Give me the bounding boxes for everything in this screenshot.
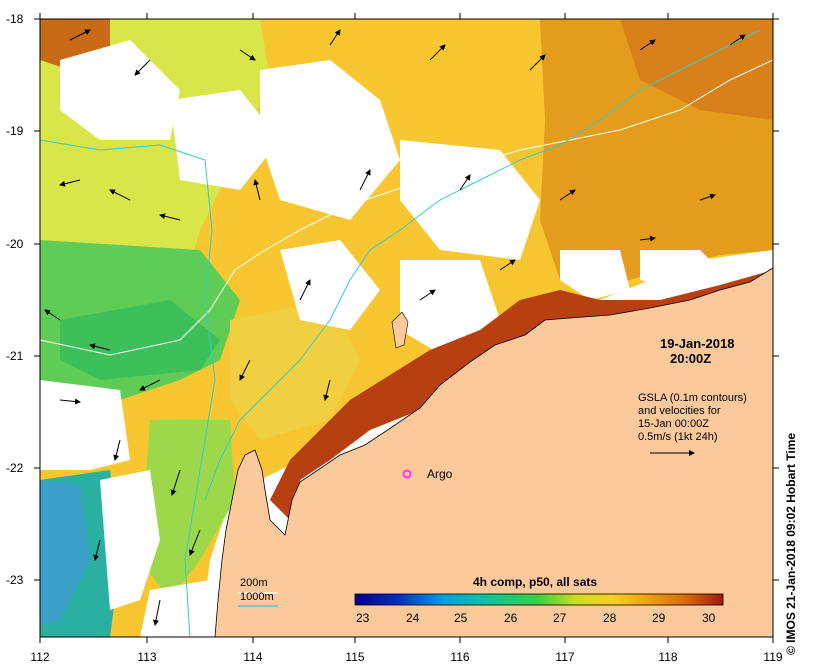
lat-tick: -23 <box>6 573 24 587</box>
isobath-200m <box>40 59 773 356</box>
island <box>391 311 409 349</box>
lon-tick: 112 <box>30 650 50 664</box>
time-label: 20:00Z <box>670 351 712 366</box>
lat-tick: -22 <box>6 461 24 475</box>
colorbar-tick: 24 <box>406 611 420 625</box>
colorbar-tick: 23 <box>356 611 370 625</box>
lat-tick: -18 <box>6 12 24 26</box>
legend-200m: 200m <box>240 577 268 589</box>
colorbar-tick: 29 <box>652 611 666 625</box>
colorbar-tick: 28 <box>603 611 617 625</box>
land-mass <box>215 268 773 637</box>
colorbar-tick: 26 <box>504 611 518 625</box>
note-line: 15-Jan 00:00Z <box>638 418 709 430</box>
coastline <box>214 267 773 637</box>
isobath-1000m-west <box>40 139 216 637</box>
date-label: 19-Jan-2018 <box>660 336 735 351</box>
velocity-arrows <box>44 29 746 626</box>
axis-ticks <box>34 13 779 643</box>
lon-tick: 117 <box>555 650 575 664</box>
argo-label: Argo <box>427 467 453 481</box>
lat-tick: -20 <box>6 237 24 251</box>
lon-tick: 119 <box>763 650 783 664</box>
isobath-1000m-shelf <box>204 29 761 501</box>
legend-1000m: 1000m <box>240 591 274 603</box>
argo-marker <box>402 469 412 479</box>
lon-tick: 116 <box>450 650 470 664</box>
colorbar-tick: 25 <box>454 611 468 625</box>
lon-tick: 114 <box>243 650 263 664</box>
credit-text: © IMOS 21-Jan-2018 09:02 Hobart Time <box>784 432 798 655</box>
lon-tick: 115 <box>345 650 365 664</box>
colorbar-title: 4h comp, p50, all sats <box>473 575 598 589</box>
lon-tick: 113 <box>137 650 157 664</box>
lat-tick: -19 <box>6 124 24 138</box>
note-line: 0.5m/s (1kt 24h) <box>638 431 718 443</box>
note-line: GSLA (0.1m contours) <box>638 392 747 404</box>
lon-tick: 118 <box>658 650 678 664</box>
colorbar <box>354 593 724 606</box>
plot-area <box>40 19 773 637</box>
colorbar-tick: 27 <box>553 611 567 625</box>
plot-frame <box>39 18 774 638</box>
colorbar-tick: 30 <box>702 611 716 625</box>
note-line: and velocities for <box>638 405 721 417</box>
lat-tick: -21 <box>6 349 24 363</box>
